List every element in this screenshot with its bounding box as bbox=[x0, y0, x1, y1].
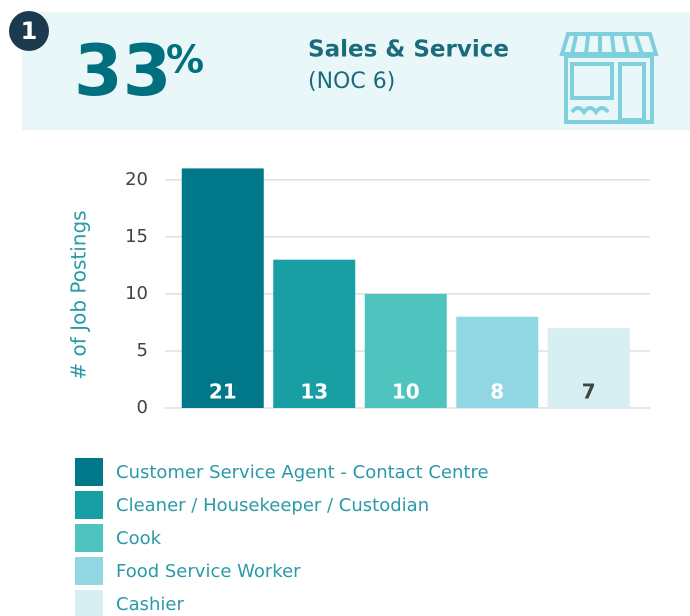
value-label: 10 bbox=[392, 380, 420, 404]
y-tick-label: 5 bbox=[137, 340, 148, 361]
header-value: 33 bbox=[74, 30, 171, 112]
y-tick-label: 20 bbox=[125, 169, 148, 190]
legend-label: Customer Service Agent - Contact Centre bbox=[116, 462, 489, 483]
legend-label: Food Service Worker bbox=[116, 561, 301, 582]
bar bbox=[547, 328, 630, 408]
badge-text: 1 bbox=[21, 17, 38, 45]
header-unit: % bbox=[166, 38, 204, 82]
y-tick-label: 15 bbox=[125, 226, 148, 247]
value-label: 8 bbox=[490, 380, 504, 404]
legend-label: Cashier bbox=[116, 594, 184, 615]
legend-label: Cook bbox=[116, 528, 162, 549]
header-title: Sales & Service bbox=[308, 37, 509, 63]
value-label: 21 bbox=[209, 380, 237, 404]
y-tick-label: 0 bbox=[137, 397, 148, 418]
y-tick-label: 10 bbox=[125, 283, 148, 304]
bar bbox=[181, 168, 264, 408]
legend-swatch bbox=[75, 590, 103, 616]
header-band bbox=[22, 12, 690, 130]
value-label: 7 bbox=[582, 380, 596, 404]
bar bbox=[364, 293, 447, 408]
legend-swatch bbox=[75, 524, 103, 552]
y-axis-label: # of Job Postings bbox=[67, 210, 91, 379]
bar bbox=[273, 259, 356, 408]
legend-swatch bbox=[75, 491, 103, 519]
store-icon bbox=[559, 32, 659, 124]
legend-swatch bbox=[75, 557, 103, 585]
header-subtitle: (NOC 6) bbox=[308, 69, 395, 94]
badge bbox=[9, 11, 49, 51]
bar bbox=[456, 316, 539, 408]
legend-swatch bbox=[75, 458, 103, 486]
legend-label: Cleaner / Housekeeper / Custodian bbox=[116, 495, 429, 516]
value-label: 13 bbox=[300, 380, 328, 404]
